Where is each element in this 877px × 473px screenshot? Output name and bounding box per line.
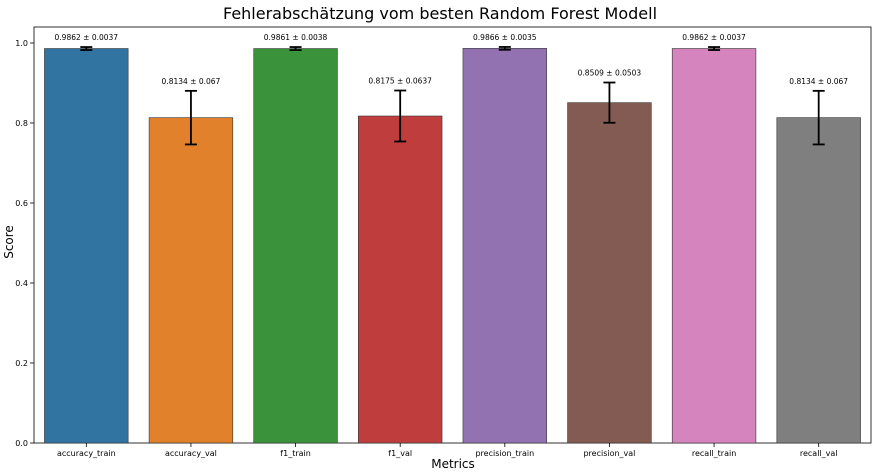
x-tick-label: accuracy_train bbox=[57, 449, 116, 458]
data-label: 0.8509 ± 0.0503 bbox=[578, 69, 642, 78]
x-tick-label: precision_train bbox=[475, 449, 534, 458]
data-label: 0.9862 ± 0.0037 bbox=[682, 33, 746, 42]
y-tick-label: 0.0 bbox=[15, 439, 28, 448]
bar bbox=[671, 48, 757, 444]
bar bbox=[567, 102, 652, 444]
x-tick-label: f1_val bbox=[388, 449, 412, 458]
plot-area: 0.0 0.2 0.4 0.6 0.8 1.0 0.9862 ± 0.0037 accurac… bbox=[15, 26, 872, 458]
y-tick-label: 0.6 bbox=[15, 199, 28, 208]
chart-title: Fehlerabschätzung vom besten Random Fore… bbox=[223, 4, 657, 23]
data-label: 0.8175 ± 0.0637 bbox=[368, 77, 432, 86]
x-tick-label: recall_val bbox=[800, 449, 838, 458]
y-tick-label: 1.0 bbox=[15, 39, 28, 48]
bar bbox=[253, 48, 338, 444]
bar bbox=[462, 48, 547, 444]
x-tick-label: precision_val bbox=[583, 449, 635, 458]
x-axis-label: Metrics bbox=[431, 457, 475, 471]
y-axis-label: Score bbox=[2, 225, 16, 259]
plot-frame bbox=[33, 26, 872, 444]
x-tick-label: accuracy_val bbox=[165, 449, 217, 458]
bar bbox=[776, 117, 861, 444]
bar bbox=[358, 115, 443, 444]
data-label: 0.9862 ± 0.0037 bbox=[55, 33, 119, 42]
x-tick-label: recall_train bbox=[692, 449, 736, 458]
y-tick-label: 0.2 bbox=[15, 359, 28, 368]
data-label: 0.8134 ± 0.067 bbox=[789, 77, 848, 86]
data-label: 0.9861 ± 0.0038 bbox=[264, 33, 328, 42]
data-label: 0.9866 ± 0.0035 bbox=[473, 33, 537, 42]
x-tick-label: f1_train bbox=[280, 449, 311, 458]
data-label: 0.8134 ± 0.067 bbox=[162, 77, 221, 86]
y-tick-label: 0.8 bbox=[15, 119, 28, 128]
y-tick-label: 0.4 bbox=[15, 279, 28, 288]
bar bbox=[148, 117, 234, 444]
bar bbox=[44, 48, 129, 444]
